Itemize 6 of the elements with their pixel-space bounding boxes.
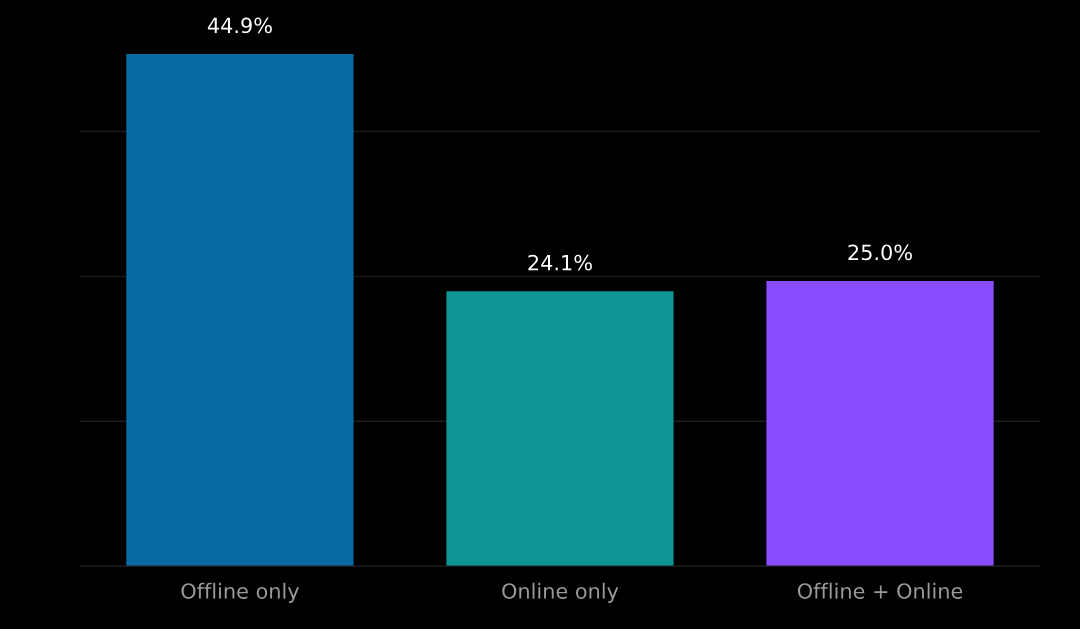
data-label: 44.9%: [207, 17, 272, 34]
x-tick-label: Offline + Online: [797, 582, 963, 599]
data-label: 24.1%: [528, 254, 592, 271]
x-tick-label: Offline only: [181, 582, 299, 603]
x-tick-label: Online only: [502, 582, 619, 603]
data-label: 25.0%: [848, 244, 912, 261]
